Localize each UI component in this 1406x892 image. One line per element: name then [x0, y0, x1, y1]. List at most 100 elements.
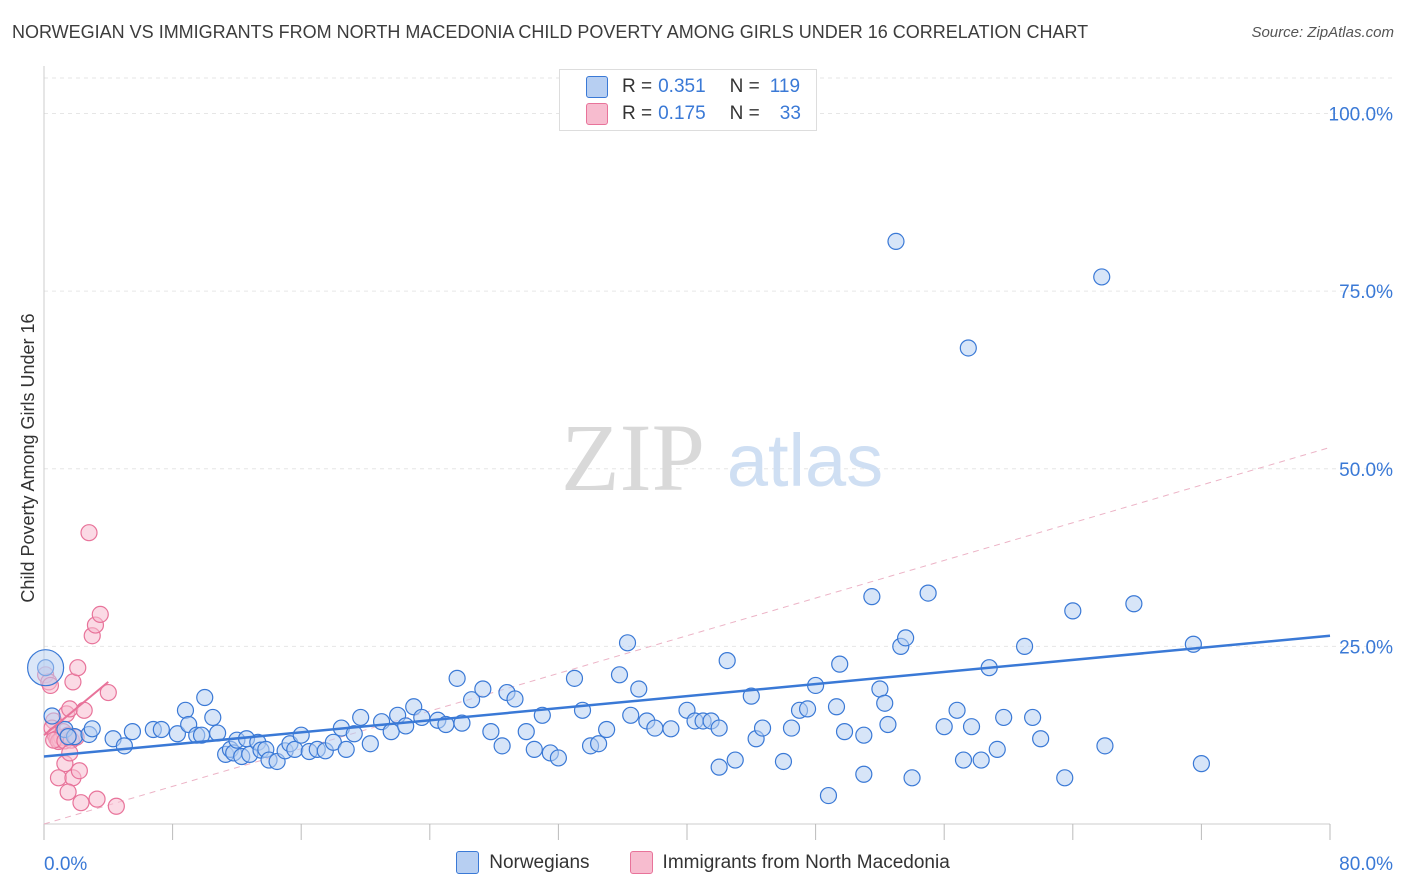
blue-point: [196, 688, 214, 707]
pink-point: [72, 794, 90, 812]
blue-point: [448, 669, 466, 687]
blue-point: [474, 680, 492, 698]
pink-point: [80, 524, 98, 542]
blue-point: [345, 725, 363, 743]
blue-point: [618, 634, 637, 652]
chart-title: NORWEGIAN VS IMMIGRANTS FROM NORTH MACED…: [12, 22, 1089, 42]
r-label: R =: [622, 76, 653, 97]
stats-row-blue: R = 0.351 N = 119: [586, 74, 800, 100]
blue-point: [589, 735, 608, 753]
blue-point: [819, 786, 838, 805]
n-label: N =: [729, 103, 760, 124]
blue-point: [1056, 769, 1074, 787]
y-tick-label: 50.0%: [1339, 460, 1393, 481]
blue-point: [168, 725, 187, 743]
blue-point: [506, 690, 524, 708]
blue-point: [887, 232, 905, 251]
blue-point: [919, 584, 937, 602]
blue-point: [959, 339, 977, 357]
blue-point: [831, 655, 849, 673]
pink-point: [49, 769, 68, 787]
blue-point: [646, 719, 664, 737]
blue-point: [726, 751, 744, 769]
blue-point: [43, 707, 61, 725]
blue-point: [123, 723, 142, 741]
blue-point: [863, 588, 881, 606]
blue-point: [1015, 637, 1034, 655]
blue-point: [876, 694, 894, 712]
y-tick-label: 75.0%: [1339, 282, 1393, 303]
blue-point: [292, 726, 310, 744]
blue-point: [352, 708, 370, 727]
pink-point: [91, 605, 109, 624]
pink-point: [70, 762, 88, 780]
blue-point: [1032, 730, 1050, 748]
blue-point: [710, 719, 728, 737]
blue-point: [995, 708, 1013, 727]
blue-point: [462, 691, 481, 709]
y-tick-label: 25.0%: [1339, 637, 1393, 658]
blue-point: [972, 751, 990, 769]
blue-point: [988, 740, 1006, 759]
grid-lines: [44, 77, 1394, 647]
blue-point: [397, 717, 415, 735]
pink-point: [99, 683, 117, 702]
blue-point: [59, 728, 77, 746]
blue-point: [337, 740, 355, 759]
blue-point: [774, 752, 793, 771]
blue-point: [871, 680, 889, 698]
blue-point-large: [27, 649, 65, 687]
watermark-zip: ZIP: [561, 404, 705, 511]
pink-point: [59, 783, 77, 801]
blue-point: [324, 733, 342, 751]
pink-point: [64, 673, 82, 691]
pink-point: [88, 790, 106, 808]
blue-square-icon: [456, 851, 480, 874]
legend-item-macedonia: Immigrants from North Macedonia: [629, 851, 950, 874]
pink-point: [107, 797, 125, 815]
diagonal-reference: [43, 446, 1331, 825]
blue-point: [827, 698, 846, 716]
blue-point: [382, 723, 400, 741]
blue-point: [517, 723, 535, 741]
n-label: N =: [729, 76, 760, 97]
blue-point: [549, 749, 568, 767]
blue-point: [935, 718, 953, 736]
blue-point: [1125, 595, 1143, 613]
blue-point: [598, 720, 616, 739]
x-tick-label-start: 0.0%: [44, 854, 87, 875]
watermark-atlas: atlas: [727, 419, 883, 502]
blue-point: [176, 701, 195, 719]
blue-point: [954, 751, 973, 769]
source-label: Source: ZipAtlas.com: [1251, 24, 1394, 41]
legend-item-norwegians: Norwegians: [456, 851, 590, 874]
blue-point: [855, 765, 873, 783]
n-value-pink: 33: [779, 103, 801, 124]
blue-swatch-icon: [586, 76, 608, 98]
blue-point: [897, 629, 915, 647]
blue-point: [1024, 708, 1042, 727]
blue-point: [948, 701, 966, 719]
blue-point: [413, 708, 431, 727]
blue-point: [662, 720, 680, 738]
n-value-blue: 119: [769, 76, 801, 97]
blue-point: [879, 715, 897, 734]
axis-labels: 25.0% 50.0% 75.0% 100.0% 0.0% 80.0% Child Pove…: [18, 105, 1393, 875]
pink-point: [69, 659, 87, 677]
blue-point: [742, 687, 760, 705]
blue-point: [1192, 755, 1211, 773]
pink-swatch-icon: [586, 103, 608, 125]
blue-point: [204, 708, 222, 727]
y-axis-title: Child Poverty Among Girls Under 16: [18, 313, 38, 602]
x-tick-label-end: 80.0%: [1339, 854, 1393, 875]
pink-square-icon: [629, 851, 653, 874]
blue-point: [565, 669, 584, 687]
blue-point: [835, 723, 854, 741]
blue-point: [962, 718, 981, 736]
blue-point: [782, 719, 801, 737]
y-tick-label: 100.0%: [1329, 105, 1394, 126]
reference-diagonal: [43, 446, 1331, 825]
blue-point: [152, 720, 170, 739]
blue-series: [27, 232, 1211, 805]
blue-point: [361, 735, 379, 753]
